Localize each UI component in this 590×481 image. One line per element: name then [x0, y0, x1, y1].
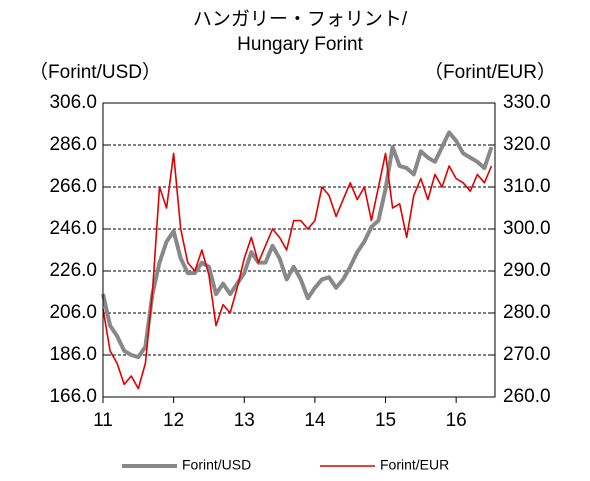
y2-tick-label: 280.0	[503, 302, 551, 323]
y-tick-label: 226.0	[49, 260, 97, 281]
y2-tick-label: 330.0	[503, 92, 551, 113]
y-tick-label: 186.0	[49, 344, 97, 365]
data-line	[102, 152, 493, 390]
plot-frame	[102, 102, 496, 398]
data-line	[101, 130, 494, 360]
y2-tick-label: 290.0	[503, 260, 551, 281]
legend-label: Forint/EUR	[380, 457, 449, 473]
y-tick-label: 306.0	[49, 92, 97, 113]
chart-title: ハンガリー・フォリント/	[193, 8, 408, 30]
y-tick-label: 246.0	[49, 218, 97, 239]
y-tick-label: 266.0	[49, 176, 97, 197]
x-tick-label: 11	[93, 410, 113, 431]
y2-tick-label: 270.0	[503, 344, 551, 365]
chart-title: Hungary Forint	[237, 34, 363, 55]
y-axis-label: （Forint/USD）	[29, 61, 161, 83]
y-tick-label: 166.0	[49, 386, 97, 407]
x-tick-label: 13	[234, 410, 255, 431]
y2-tick-label: 300.0	[503, 218, 551, 239]
y2-tick-label: 320.0	[503, 134, 551, 155]
y-tick-label: 206.0	[49, 302, 97, 323]
y-tick-label: 286.0	[49, 134, 97, 155]
y2-tick-label: 260.0	[503, 386, 551, 407]
x-tick-label: 12	[163, 410, 184, 431]
x-tick-label: 15	[375, 410, 396, 431]
x-tick-label: 14	[304, 410, 326, 431]
x-tick-label: 16	[446, 410, 467, 431]
legend-label: Forint/USD	[182, 457, 251, 473]
y2-axis-label: （Forint/EUR）	[424, 61, 556, 83]
y2-tick-label: 310.0	[503, 176, 551, 197]
